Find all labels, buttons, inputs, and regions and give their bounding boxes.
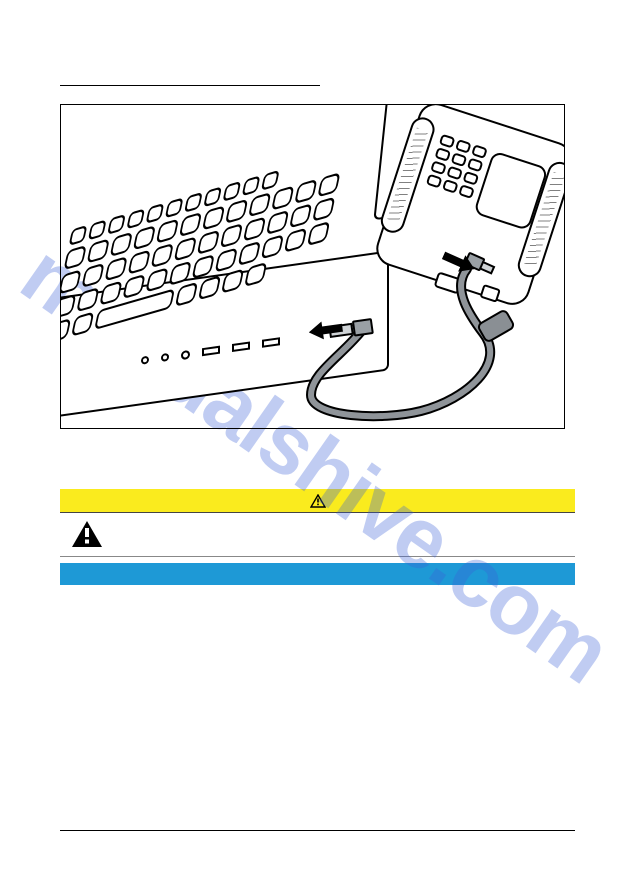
notice-body [60, 585, 575, 619]
caution-header [60, 489, 575, 513]
warning-triangle-large-icon [70, 519, 104, 549]
cable-ferrite [476, 308, 516, 344]
section-rule [60, 85, 320, 86]
caution-text [114, 517, 575, 550]
figure-usb-connection [60, 104, 565, 429]
caution-box [60, 489, 575, 557]
notice-header [60, 563, 575, 585]
notice-box [60, 563, 575, 619]
warning-triangle-icon [310, 494, 326, 508]
caution-body [60, 513, 575, 557]
footer-rule [60, 830, 575, 831]
manual-page: manualshive.com [0, 0, 629, 893]
arrow-into-laptop-icon [308, 319, 345, 347]
